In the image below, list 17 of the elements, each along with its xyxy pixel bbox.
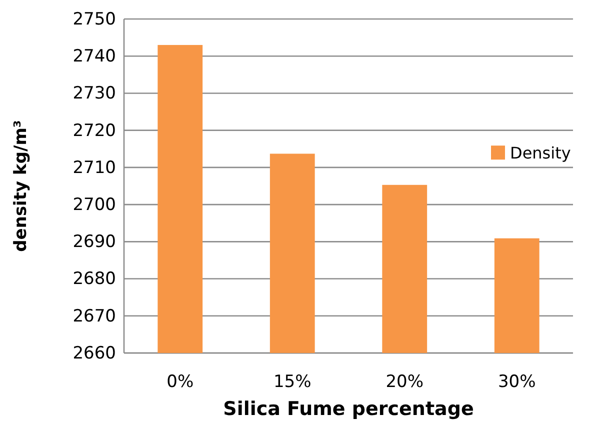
y-tick-label: 2710 (72, 158, 116, 178)
y-tick-label: 2740 (72, 46, 116, 67)
y-tick-label: 2690 (72, 232, 116, 252)
y-tick-label: 2750 (72, 9, 116, 30)
x-tick-label: 15% (273, 372, 312, 392)
x-tick-label: 0% (166, 372, 194, 392)
y-tick-label: 2720 (72, 120, 116, 141)
y-tick-label: 2680 (72, 269, 116, 290)
legend-label: Density (510, 144, 571, 163)
y-tick-label: 2660 (72, 343, 116, 364)
x-tick-label: 30% (498, 372, 536, 392)
y-axis-title: density kg/m³ (11, 120, 31, 252)
y-tick-label: 2730 (72, 84, 116, 104)
x-axis-title: Silica Fume percentage (223, 398, 474, 420)
y-tick-label: 2670 (72, 306, 116, 326)
y-tick-label: 2700 (72, 194, 116, 215)
x-tick-label: 20% (386, 372, 424, 392)
